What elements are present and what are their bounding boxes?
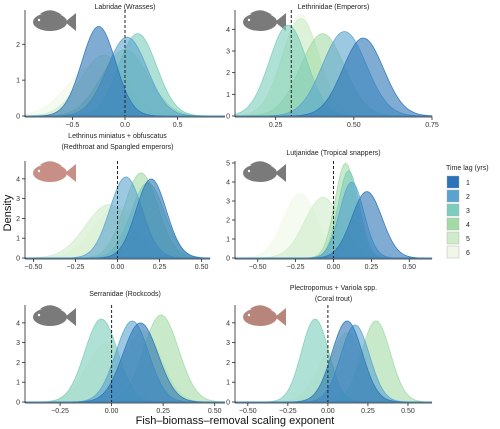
panel-title: Lethrinidae (Emperors) [298,4,370,11]
x-tick-label: −0.50 [249,264,267,271]
legend-swatch-2 [446,189,460,203]
panel-title: Lutjanidae (Tropical snappers) [286,150,380,157]
legend-label-1: 1 [466,180,470,187]
y-tick-label: 4 [226,320,230,327]
y-tick-label: 4 [226,180,230,187]
x-tick-label: −0.5 [65,122,79,129]
x-tick-label: 0.5 [173,122,183,129]
legend-swatch-4 [446,217,460,231]
fish-silhouette-icon [33,305,76,326]
y-tick-label: 1 [16,78,20,85]
x-tick-label: 0.25 [365,264,379,271]
y-axis-title: Density [2,194,14,231]
panel-3: Lethrinus miniatus + obfuscatus (Redthroa… [16,133,211,271]
y-tick-label: 4 [226,27,230,34]
density-lag-1 [24,26,225,117]
panel-6: Plectropomus + Variola spp. (Coral trout)… [226,285,433,415]
x-tick-label: 0.75 [425,122,439,129]
legend-label-5: 5 [466,236,470,243]
fish-silhouette-icon [33,10,76,31]
panel-title: Labridae (Wrasses) [95,4,156,11]
panel-4: Lutjanidae (Tropical snappers) −0.50 −0.25… [226,150,433,271]
y-tick-label: 3 [226,49,230,56]
y-tick-label: 1 [16,380,20,387]
x-tick-label: 0.50 [195,264,209,271]
x-tick-label: −0.50 [25,264,43,271]
x-tick-label: 0.0 [120,122,130,129]
legend-label-6: 6 [466,250,470,257]
x-tick-label: 0.50 [208,408,222,415]
legend: Time lag (yrs) 1 2 3 4 5 6 [446,165,489,259]
y-tick-label: 2 [16,42,20,49]
y-tick-label: 2 [226,70,230,77]
x-tick-label: 0.25 [269,122,283,129]
y-tick-label: 5 [226,161,230,168]
x-tick-label: 0.00 [327,264,341,271]
density-lag-1 [235,37,433,117]
panel-subtitle: (Coral trout) [315,296,352,303]
panel-5: Serranidae (Rockcods) −0.25 0.00 0.25 0.50 0 1… [16,291,226,415]
x-tick-label: 0.25 [153,264,167,271]
y-tick-label: 2 [226,218,230,225]
y-tick-label: 1 [16,236,20,243]
x-tick-label: 0.25 [156,408,170,415]
fish-silhouette-icon [33,161,76,182]
y-tick-label: 1 [226,237,230,244]
y-tick-label: 3 [16,340,20,347]
legend-swatch-5 [446,231,460,245]
density-lag-1 [235,191,433,259]
x-tick-label: 0.25 [361,408,375,415]
x-tick-label: −0.25 [287,264,305,271]
density-lag-1 [235,320,432,403]
y-tick-label: 3 [226,340,230,347]
panel-title: Plectropomus + Variola spp. [290,285,377,292]
legend-label-3: 3 [466,208,470,215]
x-tick-label: 0.00 [321,408,335,415]
panels: Labridae (Wrasses)−0.5 0.0 0.5012Lethrinid… [16,4,439,415]
panel-title: Serranidae (Rockcods) [89,291,161,298]
panel-subtitle: (Redthroat and Spangled emperors) [61,144,173,151]
y-tick-label: 4 [16,176,20,183]
x-tick-label: 0.50 [401,408,415,415]
legend-swatch-3 [446,203,460,217]
y-tick-label: 2 [16,360,20,367]
y-tick-label: 2 [226,360,230,367]
y-tick-label: 1 [226,92,230,99]
y-tick-label: 4 [16,320,20,327]
y-tick-label: 2 [16,216,20,223]
x-tick-label: 0.50 [347,122,361,129]
x-tick-label: −0.25 [67,264,85,271]
y-tick-label: 0 [226,256,230,263]
density-lag-1 [25,178,211,259]
legend-swatch-6 [446,245,460,259]
x-tick-label: −0.25 [51,408,69,415]
y-tick-label: 3 [226,199,230,206]
y-tick-label: 0 [16,114,20,121]
fish-silhouette-icon [243,161,286,182]
legend-title: Time lag (yrs) [446,165,489,172]
fish-silhouette-icon [243,10,286,31]
y-tick-label: 0 [226,400,230,407]
x-tick-label: 0.00 [111,264,125,271]
y-tick-label: 0 [16,256,20,263]
fish-silhouette-icon [243,305,286,326]
x-tick-label: −0.25 [279,408,297,415]
panel-2: Lethrinidae (Emperors) 0.25 0.50 0.75 0 1 2 3 4 [226,4,439,129]
y-tick-label: 3 [16,196,20,203]
x-axis-title: Fish–biomass–removal scaling exponent [136,415,335,427]
y-tick-label: 1 [226,380,230,387]
x-tick-label: −0.50 [239,408,257,415]
panel-1: Labridae (Wrasses) −0.5 0.0 0.5 0 1 2 [16,4,226,129]
legend-swatch-1 [446,175,460,189]
x-tick-label: 0.00 [105,408,119,415]
x-tick-label: 0.50 [402,264,416,271]
legend-label-2: 2 [466,194,470,201]
y-tick-label: 0 [16,400,20,407]
density-lag-1 [25,322,225,403]
legend-label-4: 4 [466,222,470,229]
y-tick-label: 0 [226,114,230,121]
panel-title: Lethrinus miniatus + obfuscatus [68,133,167,140]
